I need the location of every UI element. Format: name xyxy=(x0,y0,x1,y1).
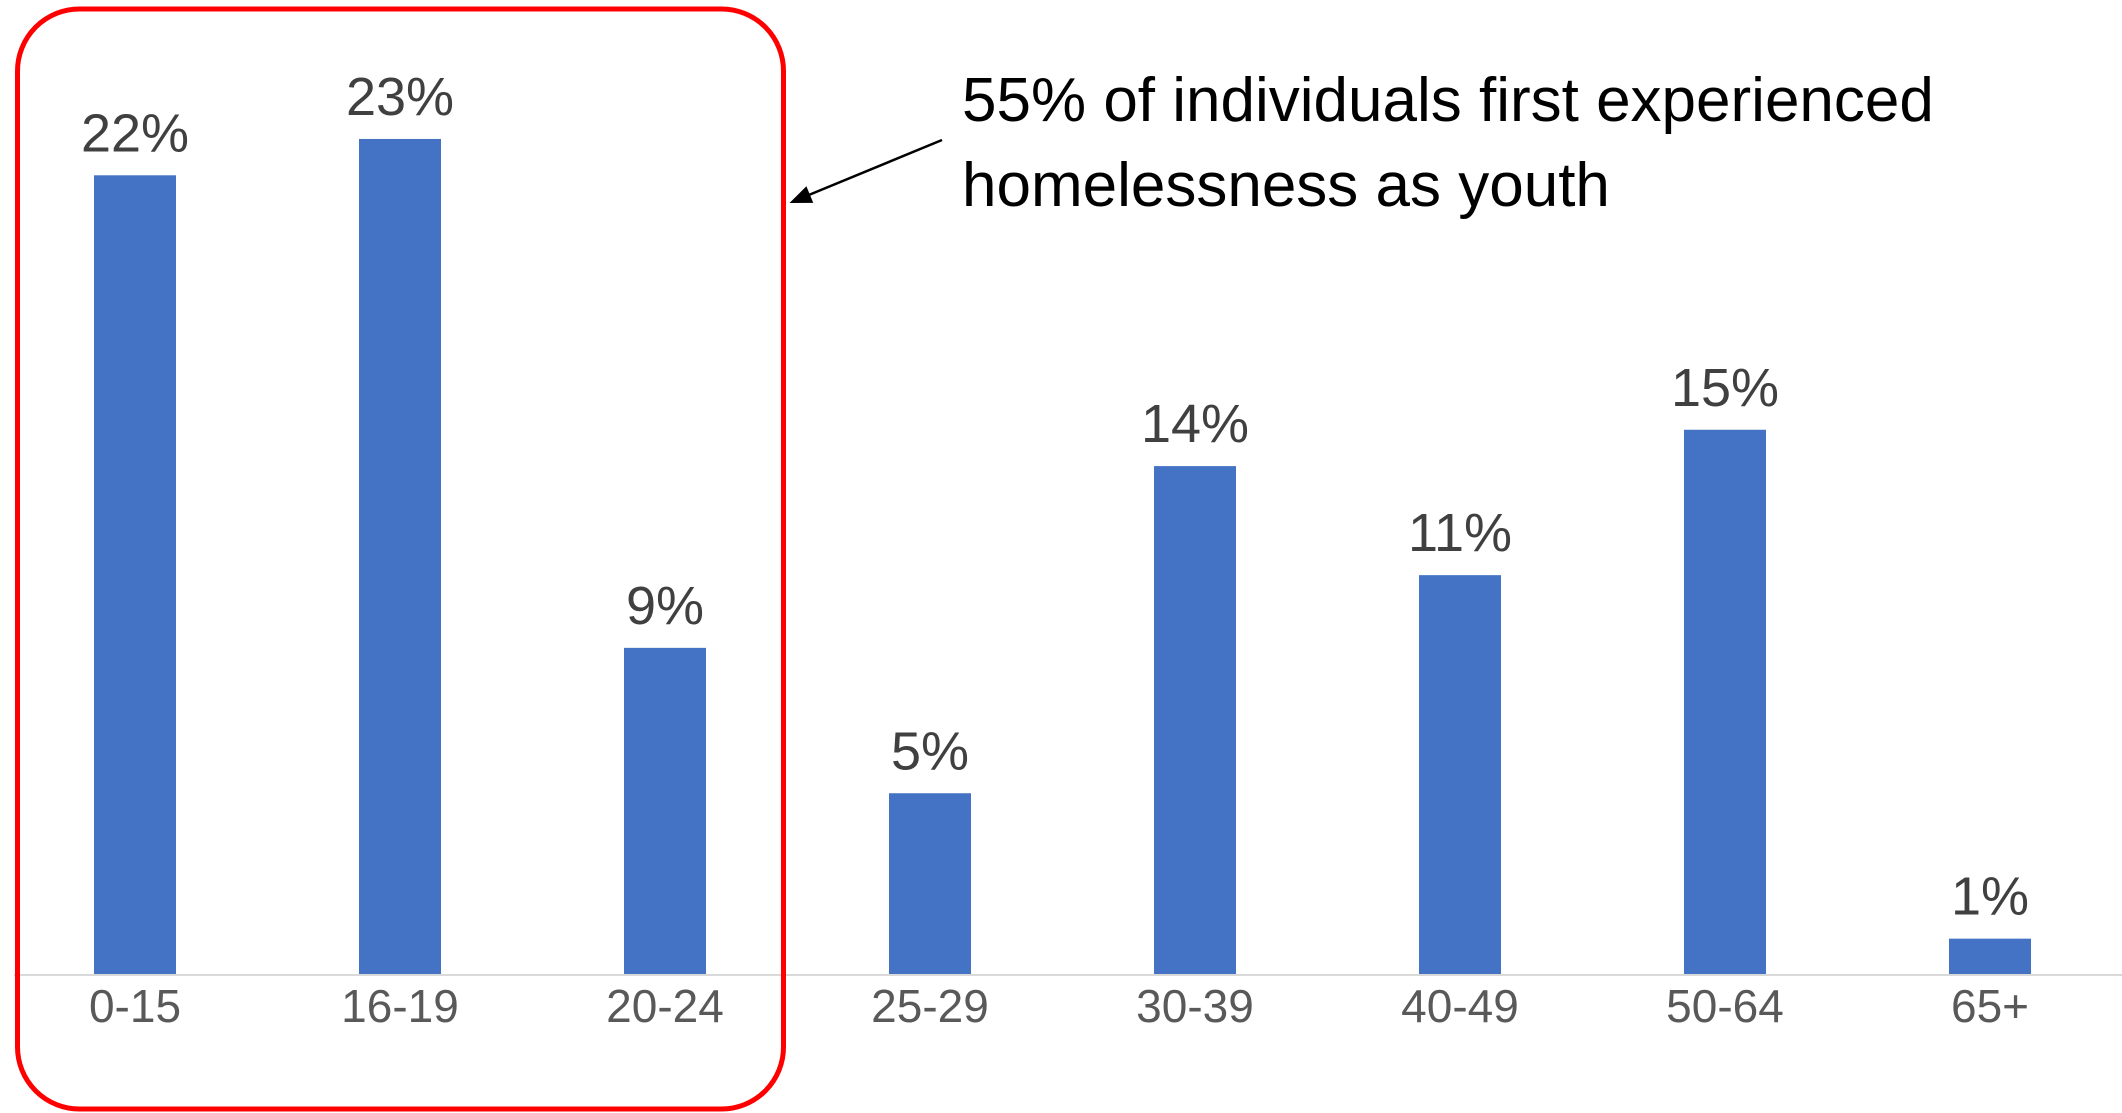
x-tick-label-65+: 65+ xyxy=(1951,980,2029,1032)
data-label-0-15: 22% xyxy=(81,103,189,163)
x-tick-label-20-24: 20-24 xyxy=(606,980,724,1032)
annotation-text-line2: homelessness as youth xyxy=(962,151,1610,220)
x-tick-label-16-19: 16-19 xyxy=(341,980,459,1032)
data-label-65+: 1% xyxy=(1951,867,2029,927)
bar-65+ xyxy=(1949,938,2031,975)
x-tick-label-30-39: 30-39 xyxy=(1136,980,1254,1032)
bar-30-39 xyxy=(1154,466,1236,975)
bars-layer xyxy=(94,138,2031,976)
data-label-30-39: 14% xyxy=(1141,394,1249,454)
data-label-50-64: 15% xyxy=(1671,358,1779,418)
bar-50-64 xyxy=(1684,429,1766,975)
bar-16-19 xyxy=(359,138,441,975)
annotation-arrowhead xyxy=(789,186,814,203)
annotation-text-line1: 55% of individuals first experienced xyxy=(962,66,1934,135)
x-tick-label-25-29: 25-29 xyxy=(871,980,989,1032)
bar-25-29 xyxy=(889,793,971,975)
bar-40-49 xyxy=(1419,575,1501,975)
data-labels-layer: 22% 23% 9% 5% 14% 11% 15% 1% xyxy=(81,67,2029,927)
x-tick-label-50-64: 50-64 xyxy=(1666,980,1784,1032)
data-label-40-49: 11% xyxy=(1408,503,1512,563)
x-tick-label-0-15: 0-15 xyxy=(89,980,181,1032)
x-tick-label-40-49: 40-49 xyxy=(1401,980,1519,1032)
annotation-arrow xyxy=(801,138,943,200)
data-label-16-19: 23% xyxy=(346,67,454,127)
x-axis-ticks-layer: 0-15 16-19 20-24 25-29 30-39 40-49 50-64 65+ xyxy=(89,980,2029,1032)
bar-0-15 xyxy=(94,175,176,976)
data-label-20-24: 9% xyxy=(626,576,704,636)
data-label-25-29: 5% xyxy=(891,721,969,781)
youth-highlight-box xyxy=(15,6,786,1112)
bar-20-24 xyxy=(624,647,706,975)
